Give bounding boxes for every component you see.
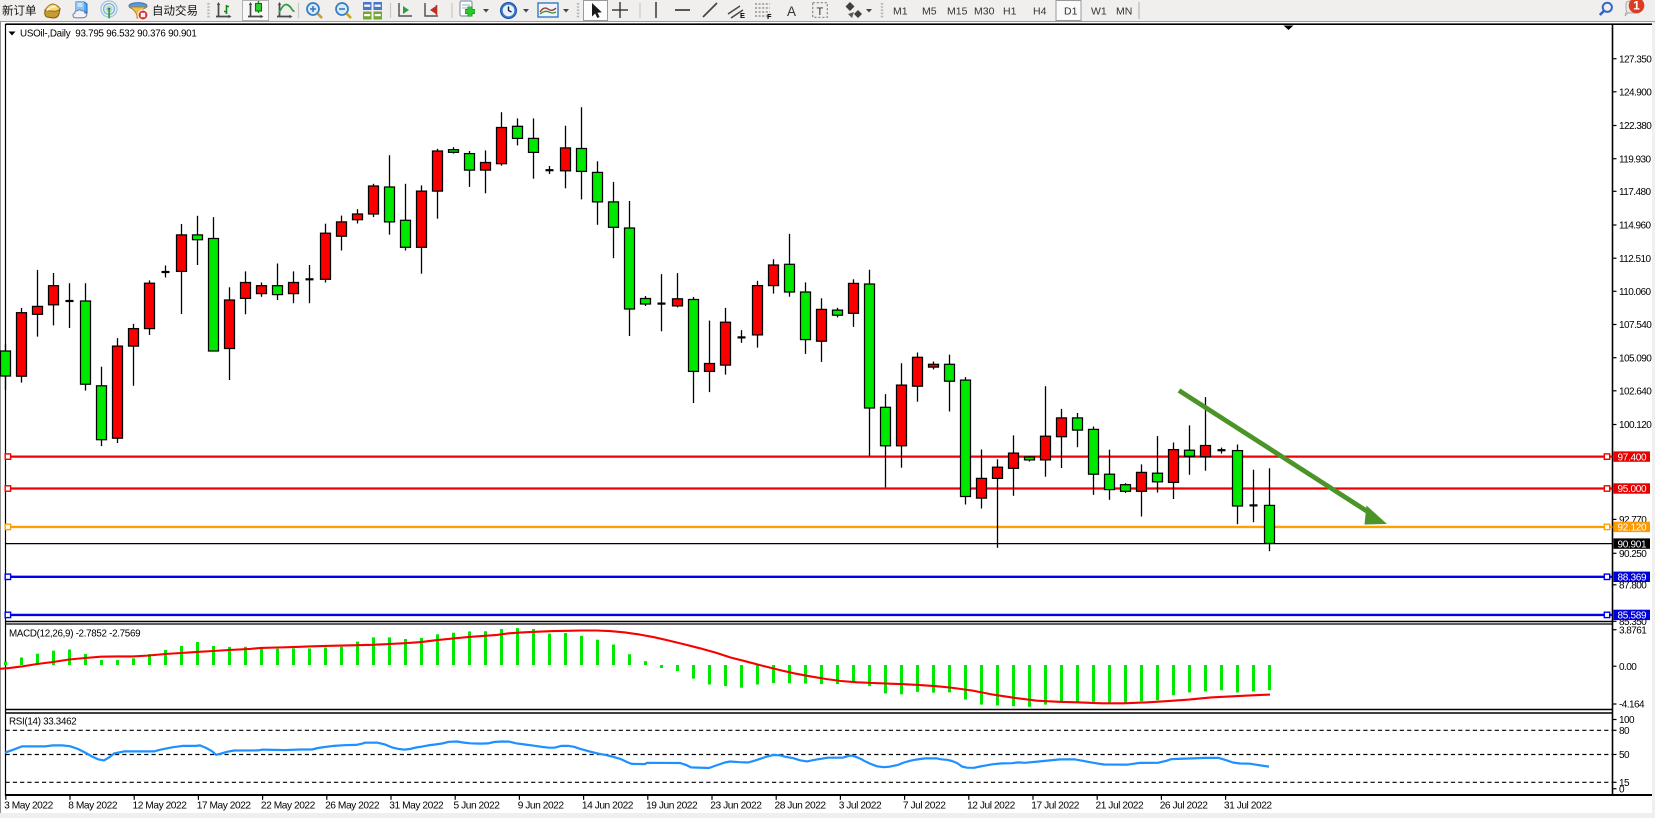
svg-text:102.640: 102.640 xyxy=(1619,386,1652,397)
svg-text:21 Jul 2022: 21 Jul 2022 xyxy=(1096,800,1145,811)
svg-text:M5: M5 xyxy=(922,6,937,18)
svg-text:14 Jun 2022: 14 Jun 2022 xyxy=(582,800,634,811)
svg-text:5 Jun 2022: 5 Jun 2022 xyxy=(454,800,501,811)
svg-text:0: 0 xyxy=(1619,784,1625,795)
svg-text:28 Jun 2022: 28 Jun 2022 xyxy=(775,800,827,811)
svg-text:自动交易: 自动交易 xyxy=(152,4,198,18)
svg-text:112.510: 112.510 xyxy=(1619,254,1652,265)
svg-text:T: T xyxy=(817,6,824,18)
svg-text:D1: D1 xyxy=(1064,6,1078,18)
svg-text:92.770: 92.770 xyxy=(1619,515,1647,526)
svg-text:80: 80 xyxy=(1619,726,1630,737)
svg-text:新订单: 新订单 xyxy=(2,4,37,18)
svg-text:124.900: 124.900 xyxy=(1619,87,1652,98)
svg-text:M30: M30 xyxy=(974,6,995,18)
svg-text:3 Jul 2022: 3 Jul 2022 xyxy=(839,800,882,811)
svg-text:H4: H4 xyxy=(1033,6,1047,18)
svg-text:26 May 2022: 26 May 2022 xyxy=(325,800,380,811)
svg-text:26 Jul 2022: 26 Jul 2022 xyxy=(1160,800,1209,811)
svg-text:110.060: 110.060 xyxy=(1619,287,1652,298)
svg-text:17 Jul 2022: 17 Jul 2022 xyxy=(1031,800,1080,811)
svg-text:105.090: 105.090 xyxy=(1619,353,1652,364)
svg-text:119.930: 119.930 xyxy=(1619,154,1652,165)
svg-text:88.369: 88.369 xyxy=(1618,573,1648,584)
svg-text:12 Jul 2022: 12 Jul 2022 xyxy=(967,800,1016,811)
svg-text:15: 15 xyxy=(1619,778,1630,789)
svg-text:95.000: 95.000 xyxy=(1618,484,1648,495)
svg-text:A: A xyxy=(787,4,796,19)
svg-text:7 Jul 2022: 7 Jul 2022 xyxy=(903,800,946,811)
svg-text:117.480: 117.480 xyxy=(1619,187,1652,198)
svg-text:22 May 2022: 22 May 2022 xyxy=(261,800,316,811)
svg-text:87.800: 87.800 xyxy=(1619,580,1647,591)
svg-text:3.8761: 3.8761 xyxy=(1619,625,1647,636)
svg-text:122.380: 122.380 xyxy=(1619,121,1652,132)
svg-text:23 Jun 2022: 23 Jun 2022 xyxy=(710,800,762,811)
svg-text:100.120: 100.120 xyxy=(1619,420,1652,431)
svg-text:H1: H1 xyxy=(1003,6,1017,18)
svg-text:9 Jun 2022: 9 Jun 2022 xyxy=(518,800,565,811)
svg-text:90.901: 90.901 xyxy=(1618,539,1648,550)
svg-text:127.350: 127.350 xyxy=(1619,54,1652,65)
svg-text:85.589: 85.589 xyxy=(1618,611,1648,622)
svg-text:17 May 2022: 17 May 2022 xyxy=(197,800,252,811)
svg-text:8 May 2022: 8 May 2022 xyxy=(68,800,118,811)
svg-text:107.540: 107.540 xyxy=(1619,320,1652,331)
svg-text:MN: MN xyxy=(1116,6,1132,18)
svg-text:E: E xyxy=(740,11,745,20)
svg-text:3 May 2022: 3 May 2022 xyxy=(4,800,54,811)
svg-text:97.400: 97.400 xyxy=(1618,452,1648,463)
svg-text:MACD(12,26,9) -2.7852 -2.7569: MACD(12,26,9) -2.7852 -2.7569 xyxy=(9,628,140,639)
svg-text:0.00: 0.00 xyxy=(1619,662,1637,673)
svg-text:50: 50 xyxy=(1619,750,1630,761)
svg-text:RSI(14) 33.3462: RSI(14) 33.3462 xyxy=(9,717,76,728)
svg-text:114.960: 114.960 xyxy=(1619,221,1652,232)
svg-text:W1: W1 xyxy=(1091,6,1107,18)
svg-text:92.120: 92.120 xyxy=(1618,523,1648,534)
svg-text:M1: M1 xyxy=(893,6,908,18)
svg-text:USOil-,Daily 93.795 96.532 90: USOil-,Daily 93.795 96.532 90.376 90.901 xyxy=(20,28,197,39)
svg-text:31 May 2022: 31 May 2022 xyxy=(389,800,444,811)
svg-text:85.350: 85.350 xyxy=(1619,617,1647,628)
svg-text:31 Jul 2022: 31 Jul 2022 xyxy=(1224,800,1273,811)
svg-text:12 May 2022: 12 May 2022 xyxy=(133,800,188,811)
svg-text:90.250: 90.250 xyxy=(1619,549,1647,560)
svg-text:100: 100 xyxy=(1619,715,1635,726)
svg-text:19 Jun 2022: 19 Jun 2022 xyxy=(646,800,698,811)
svg-text:-4.164: -4.164 xyxy=(1619,700,1645,711)
svg-text:1: 1 xyxy=(1633,0,1640,13)
svg-text:M15: M15 xyxy=(947,6,968,18)
svg-text:F: F xyxy=(767,12,772,21)
